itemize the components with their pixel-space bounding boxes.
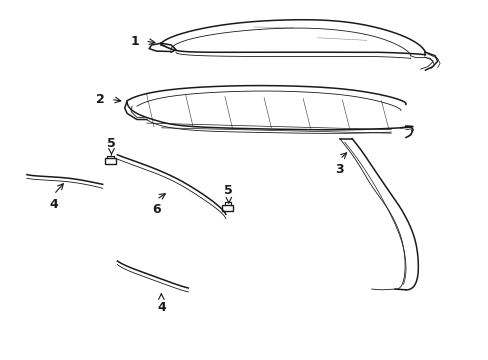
Text: 4: 4 — [49, 198, 58, 211]
Text: 5: 5 — [224, 184, 233, 197]
Bar — [222, 205, 233, 211]
Text: 1: 1 — [130, 35, 139, 48]
Text: 3: 3 — [335, 163, 344, 176]
Text: 5: 5 — [107, 137, 116, 150]
Bar — [105, 158, 116, 164]
Text: 6: 6 — [152, 203, 161, 216]
Text: 2: 2 — [96, 93, 105, 106]
Text: 4: 4 — [157, 301, 165, 314]
